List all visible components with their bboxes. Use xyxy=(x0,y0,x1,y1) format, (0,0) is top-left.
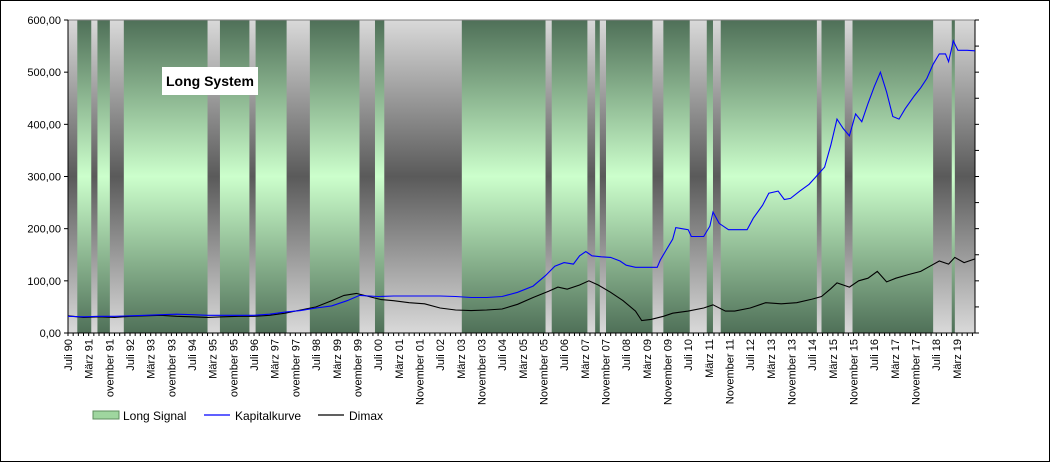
x-tick-label: November 15 xyxy=(849,339,861,405)
x-tick-label: Juli 92 xyxy=(125,339,137,371)
x-tick-label: November 05 xyxy=(538,339,550,405)
x-tick-label: November 13 xyxy=(787,339,799,405)
long-signal-band-11 xyxy=(663,20,690,333)
x-tick-label: März 11 xyxy=(704,339,716,378)
long-signal-band-3 xyxy=(219,20,250,333)
long-signal-band-15 xyxy=(852,20,934,333)
y-tick-label: 400,00 xyxy=(27,119,61,131)
legend-item-dimax: Dimax xyxy=(318,409,383,423)
chart-title-box: Long System xyxy=(162,67,258,95)
legend-item-kapitalkurve: Kapitalkurve xyxy=(204,409,301,423)
legend-swatch-long-signal xyxy=(92,410,120,420)
x-tick-label: ovember 93 xyxy=(166,339,178,397)
x-tick-label: März 03 xyxy=(456,339,468,379)
x-tick-label: November 01 xyxy=(414,339,426,405)
chart-title: Long System xyxy=(166,73,254,89)
x-tick-label: März 97 xyxy=(270,339,282,379)
long-signal-band-14 xyxy=(821,20,845,333)
x-tick-label: November 03 xyxy=(476,339,488,405)
legend: Long Signal Kapitalkurve Dimax xyxy=(92,409,383,423)
x-tick-label: ovember 95 xyxy=(228,339,240,397)
long-signal-band-13 xyxy=(720,20,817,333)
x-tick-label: März 15 xyxy=(828,339,840,379)
x-tick-label: März 91 xyxy=(84,339,96,379)
long-signal-band-5 xyxy=(309,20,360,333)
long-signal-band-4 xyxy=(255,20,287,333)
x-tick-label: Juli 04 xyxy=(497,339,509,371)
y-tick-label: 600,00 xyxy=(27,15,61,27)
series-layer xyxy=(67,39,976,322)
x-tick-label: Juli 08 xyxy=(621,339,633,371)
x-tick-label: ovember 99 xyxy=(352,339,364,397)
y-tick-label: 300,00 xyxy=(27,172,61,184)
x-tick-label: Juli 98 xyxy=(311,339,323,371)
legend-label-kapitalkurve: Kapitalkurve xyxy=(235,409,301,423)
x-tick-label: Juli 94 xyxy=(187,339,199,371)
x-tick-label: Juli 96 xyxy=(249,339,261,371)
long-signal-band-12 xyxy=(706,20,713,333)
x-tick-label: März 13 xyxy=(766,339,778,379)
y-tick-label: 100,00 xyxy=(27,276,61,288)
long-signal-band-10 xyxy=(605,20,653,333)
x-tick-label: Juli 06 xyxy=(559,339,571,371)
long-signal-band-8 xyxy=(551,20,588,333)
long-signal-band-7 xyxy=(461,20,546,333)
x-tick-label: Juli 00 xyxy=(373,339,385,371)
x-tick-label: November 09 xyxy=(662,339,674,405)
x-tick-label: Juli 02 xyxy=(435,339,447,371)
series-line-dimax xyxy=(67,256,976,322)
x-tick-label: Juli 10 xyxy=(683,339,695,371)
x-tick-label: Juli 90 xyxy=(63,339,75,371)
x-tick-label: November 07 xyxy=(600,339,612,405)
y-tick-label: 200,00 xyxy=(27,224,61,236)
x-tick-label: März 09 xyxy=(642,339,654,379)
legend-label-long-signal: Long Signal xyxy=(123,409,186,423)
long-signal-band-9 xyxy=(595,20,600,333)
y-axis-tick-labels: 0,00 100,00 200,00 300,00 400,00 500,00 600,00 xyxy=(27,15,61,340)
long-signal-band-6 xyxy=(374,20,385,333)
x-tick-label: Juli 14 xyxy=(807,339,819,371)
x-tick-label: November 17 xyxy=(911,339,923,405)
x-tick-label: März 93 xyxy=(146,339,158,379)
y-tick-label: 500,00 xyxy=(27,67,61,79)
long-signal-band-2 xyxy=(123,20,208,333)
long-signal-band-1 xyxy=(97,20,110,333)
axes xyxy=(64,19,979,336)
x-tick-label: März 99 xyxy=(332,339,344,379)
x-tick-label: März 01 xyxy=(394,339,406,379)
legend-label-dimax: Dimax xyxy=(349,409,383,423)
x-tick-label: Juli 16 xyxy=(869,339,881,371)
series-line-kapitalkurve xyxy=(67,39,976,318)
x-tick-label: März 07 xyxy=(580,339,592,379)
x-tick-label: März 17 xyxy=(890,339,902,379)
x-tick-label: März 05 xyxy=(518,339,530,379)
x-tick-label: März 95 xyxy=(208,339,220,379)
long-signal-band-16 xyxy=(951,20,955,333)
x-tick-label: November 11 xyxy=(725,339,737,404)
long-signal-band-0 xyxy=(77,20,92,333)
x-tick-label: Juli 12 xyxy=(745,339,757,371)
x-tick-label: Juli 18 xyxy=(931,339,943,371)
x-tick-label: ovember 91 xyxy=(104,339,116,397)
x-tick-label: ovember 97 xyxy=(290,339,302,397)
x-tick-label: März 19 xyxy=(952,339,964,379)
legend-item-long-signal: Long Signal xyxy=(92,409,186,423)
y-tick-label: 0,00 xyxy=(40,328,61,340)
x-axis-tick-labels: Juli 90 März 91 ovember 91 Juli 92 März 93 ov… xyxy=(63,339,964,405)
